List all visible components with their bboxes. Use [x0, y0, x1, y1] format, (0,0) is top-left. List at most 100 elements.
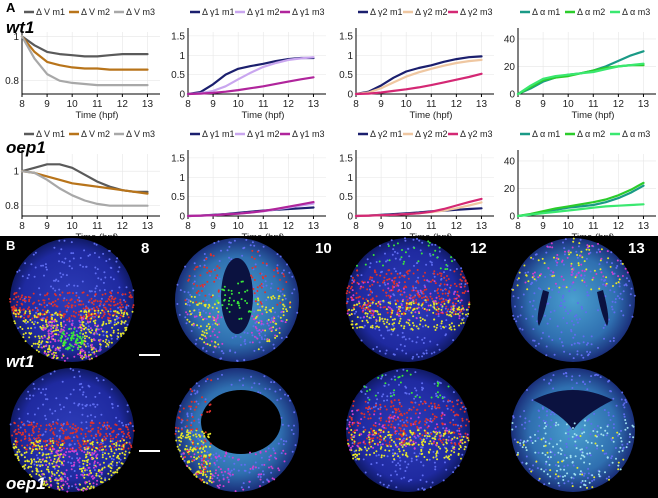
- chart-wt1-2: Δ γ2 m1 Δ γ2 m2 Δ γ2 m3 0 0.5 1 1.5 8 9 10 11 12 13 T…: [339, 7, 494, 121]
- x-tick-label: 13: [638, 221, 650, 232]
- legend-entry: Δ γ2 m1: [370, 7, 403, 17]
- series-line: [186, 56, 315, 96]
- row-label-oep1: oep1: [6, 138, 46, 157]
- y-tick-label: 0.5: [339, 192, 353, 203]
- chart-wt1-0: Δ V m1 Δ V m2 Δ V m3 0.8 1 8 9 10 11 12 13 Time (hp…: [5, 7, 160, 121]
- x-tick-label: 13: [308, 99, 320, 110]
- x-tick-label: 10: [563, 99, 575, 110]
- x-tick-label: 9: [44, 99, 50, 110]
- x-tick-label: 13: [476, 99, 488, 110]
- x-tick-label: 10: [401, 99, 413, 110]
- x-tick-label: 13: [142, 99, 154, 110]
- x-axis-label: Time (hpf): [242, 232, 285, 236]
- legend-entry: Δ V m1: [36, 129, 65, 139]
- series-line: [20, 170, 149, 195]
- legend-entry: Δ γ1 m2: [247, 129, 280, 139]
- y-tick-label: 20: [504, 62, 516, 73]
- legend-entry: Δ γ2 m3: [460, 7, 493, 17]
- embryo-wt1-12: [345, 237, 471, 362]
- x-axis-label: Time (hpf): [76, 110, 119, 121]
- x-tick-label: 11: [588, 221, 599, 232]
- legend-entry: Δ α m1: [532, 129, 560, 139]
- x-axis-label: Time (hpf): [572, 110, 615, 121]
- y-tick-label: 1.5: [339, 153, 353, 164]
- series-line: [20, 163, 149, 193]
- chart-oep1-3: Δ α m1 Δ α m2 Δ α m3 0 20 40 8 9 10 11 12 13 Time (h…: [504, 129, 656, 236]
- legend-entry: Δ V m1: [36, 7, 65, 17]
- x-tick-label: 11: [588, 99, 599, 110]
- x-tick-label: 9: [210, 99, 216, 110]
- series-line: [354, 72, 483, 96]
- series-line: [354, 55, 483, 96]
- y-tick-label: 1.5: [171, 31, 185, 42]
- x-tick-label: 9: [540, 221, 546, 232]
- x-axis-label: Time (hpf): [76, 232, 119, 236]
- x-tick-label: 8: [19, 221, 25, 232]
- x-tick-label: 10: [563, 221, 575, 232]
- y-tick-label: 0.8: [5, 201, 19, 212]
- x-tick-label: 12: [451, 99, 463, 110]
- x-tick-label: 13: [638, 99, 650, 110]
- legend-entry: Δ α m3: [622, 7, 650, 17]
- x-tick-label: 13: [142, 221, 154, 232]
- x-tick-label: 12: [451, 221, 463, 232]
- embryo-oep1-12: [346, 368, 470, 492]
- panel-a-letter: A: [6, 0, 16, 15]
- chart-oep1-1: Δ γ1 m1 Δ γ1 m2 Δ γ1 m3 0 0.5 1 1.5 8 9 10 11 12 13 T…: [171, 129, 326, 236]
- series-line: [516, 63, 645, 96]
- embryo-wt1-10: [175, 238, 299, 362]
- y-tick-label: 0.5: [339, 70, 353, 81]
- y-tick-label: 1.5: [171, 153, 185, 164]
- y-tick-label: 1: [13, 167, 19, 178]
- y-tick-label: 0: [347, 212, 353, 223]
- embryo-image-panel: B 8 10 12 13 wt1 oep1: [0, 236, 658, 498]
- x-axis-label: Time (hpf): [242, 110, 285, 121]
- y-tick-label: 0: [347, 90, 353, 101]
- x-tick-label: 11: [92, 99, 103, 110]
- embryo-wt1-8: [9, 238, 135, 362]
- x-axis-label: Time (hpf): [410, 232, 453, 236]
- genotype-label-oep1: oep1: [6, 474, 46, 493]
- x-tick-label: 8: [185, 99, 191, 110]
- legend-entry: Δ γ1 m3: [292, 129, 325, 139]
- x-tick-label: 9: [44, 221, 50, 232]
- embryo-cavity: [221, 258, 253, 334]
- x-tick-label: 11: [258, 99, 269, 110]
- legend-entry: Δ γ2 m2: [415, 7, 448, 17]
- chart-wt1-1: Δ γ1 m1 Δ γ1 m2 Δ γ1 m3 0 0.5 1 1.5 8 9 10 11 12 13 T…: [171, 7, 326, 121]
- legend-entry: Δ γ1 m3: [292, 7, 325, 17]
- legend-entry: Δ α m3: [622, 129, 650, 139]
- embryo-wt1-13: [511, 237, 636, 362]
- series-line: [354, 58, 483, 96]
- x-tick-label: 8: [353, 221, 359, 232]
- scale-bar: [139, 450, 160, 452]
- x-axis-label: Time (hpf): [410, 110, 453, 121]
- x-tick-label: 10: [67, 99, 79, 110]
- y-tick-label: 0: [179, 90, 185, 101]
- x-tick-label: 13: [476, 221, 488, 232]
- x-tick-label: 8: [515, 99, 521, 110]
- x-tick-label: 13: [308, 221, 320, 232]
- x-tick-label: 9: [210, 221, 216, 232]
- x-tick-label: 10: [67, 221, 79, 232]
- x-tick-label: 9: [378, 99, 384, 110]
- y-tick-label: 0: [179, 212, 185, 223]
- stage-label-8: 8: [141, 240, 150, 257]
- y-tick-label: 0.5: [171, 192, 185, 203]
- y-tick-label: 40: [504, 156, 516, 167]
- chart-wt1-3: Δ α m1 Δ α m2 Δ α m3 0 20 40 8 9 10 11 12 13 Time (h…: [504, 7, 656, 121]
- x-tick-label: 12: [613, 99, 625, 110]
- legend-entry: Δ V m2: [81, 129, 110, 139]
- x-tick-label: 12: [117, 221, 129, 232]
- legend-entry: Δ V m3: [126, 129, 155, 139]
- embryo-oep1-8: [9, 367, 135, 493]
- x-axis-label: Time (hpf): [572, 232, 615, 236]
- stage-label-13: 13: [628, 240, 645, 257]
- x-tick-label: 8: [353, 99, 359, 110]
- y-tick-label: 1: [179, 173, 185, 184]
- stage-label-10: 10: [315, 240, 332, 257]
- embryo-cavity: [533, 390, 613, 430]
- y-tick-label: 0.8: [5, 76, 19, 87]
- y-tick-label: 20: [504, 184, 516, 195]
